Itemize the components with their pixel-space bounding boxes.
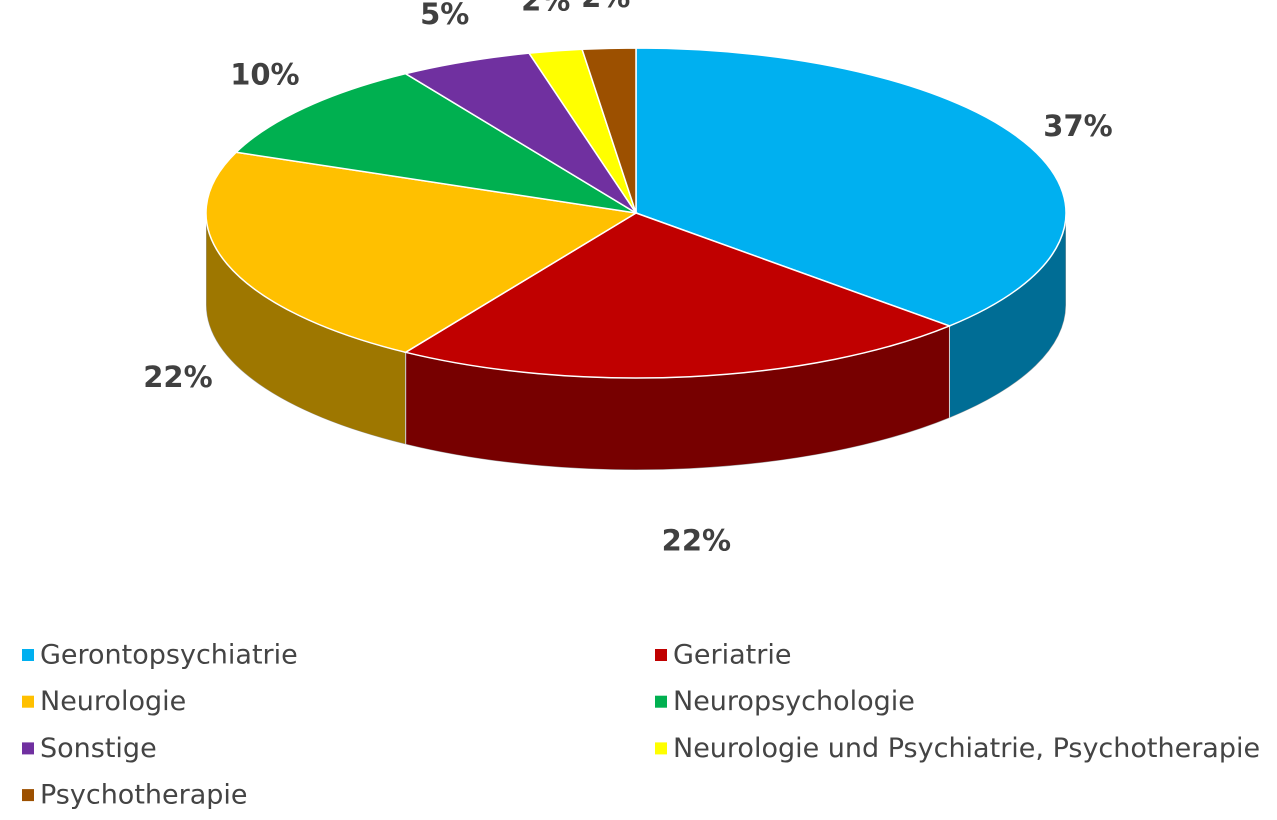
data-label: 22% xyxy=(143,360,212,394)
slice-side-shade xyxy=(206,213,406,445)
legend-label: Neurologie und Psychiatrie, Psychotherap… xyxy=(673,733,1260,764)
data-label: 2% xyxy=(581,0,630,14)
data-label: 37% xyxy=(1043,109,1112,143)
legend-swatch xyxy=(22,742,34,755)
data-label: 22% xyxy=(662,523,731,557)
slice xyxy=(234,72,637,214)
legend-label: Sonstige xyxy=(40,733,157,764)
slice xyxy=(635,47,1067,327)
legend-label: Neuropsychologie xyxy=(673,686,915,717)
legend-label: Neurologie xyxy=(40,686,186,717)
legend-label: Geriatrie xyxy=(673,640,791,671)
data-label: 2% xyxy=(521,0,570,17)
legend-label: Gerontopsychiatrie xyxy=(40,640,298,671)
legend-swatch xyxy=(22,695,34,708)
legend-swatch xyxy=(655,649,667,661)
slice xyxy=(581,47,637,214)
slice-side-shade xyxy=(405,325,950,470)
legend-swatch xyxy=(655,742,667,755)
slice-side-shade xyxy=(949,213,1066,418)
legend-swatch xyxy=(22,789,34,802)
data-label: 10% xyxy=(230,57,299,91)
legend-swatch xyxy=(22,649,34,661)
data-label: 5% xyxy=(420,0,469,31)
slice xyxy=(403,212,952,379)
slice xyxy=(205,151,639,354)
legend-label: Psychotherapie xyxy=(40,780,248,811)
legend-swatch xyxy=(655,695,667,708)
